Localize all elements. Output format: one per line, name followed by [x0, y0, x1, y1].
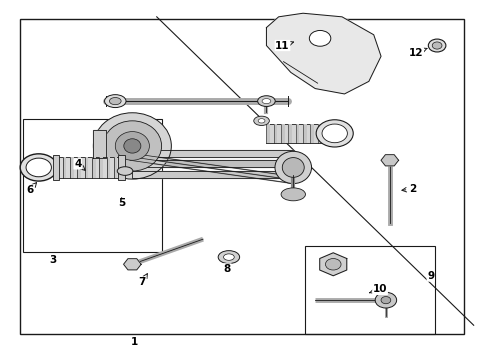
- Text: 10: 10: [368, 284, 386, 294]
- Bar: [92, 157, 95, 178]
- Text: 11: 11: [275, 41, 293, 50]
- Text: 9: 9: [427, 271, 433, 281]
- Bar: [106, 157, 110, 178]
- Polygon shape: [319, 253, 346, 276]
- Text: 3: 3: [50, 255, 57, 265]
- Polygon shape: [96, 149, 293, 157]
- Bar: [266, 123, 269, 143]
- Bar: [22, 119, 161, 252]
- Ellipse shape: [282, 158, 304, 177]
- Ellipse shape: [274, 151, 311, 184]
- Ellipse shape: [223, 254, 234, 260]
- Circle shape: [325, 258, 340, 270]
- Bar: [273, 123, 277, 143]
- Bar: [84, 157, 88, 178]
- Ellipse shape: [257, 96, 275, 107]
- Bar: [288, 123, 291, 143]
- Bar: [62, 157, 66, 178]
- Circle shape: [322, 124, 346, 143]
- Ellipse shape: [103, 121, 161, 171]
- Bar: [53, 154, 59, 180]
- Bar: [55, 157, 121, 178]
- Ellipse shape: [104, 95, 126, 108]
- Bar: [99, 157, 102, 178]
- Ellipse shape: [117, 167, 133, 175]
- Bar: [118, 155, 125, 180]
- Circle shape: [427, 39, 445, 52]
- Ellipse shape: [218, 251, 239, 264]
- Bar: [70, 157, 73, 178]
- Circle shape: [20, 154, 57, 181]
- Ellipse shape: [93, 113, 171, 179]
- Circle shape: [26, 158, 51, 177]
- Ellipse shape: [258, 119, 264, 123]
- Text: 2: 2: [401, 184, 415, 194]
- Bar: [20, 19, 463, 334]
- Circle shape: [380, 297, 390, 304]
- Bar: [266, 123, 325, 143]
- Text: 8: 8: [224, 263, 231, 274]
- Text: 1: 1: [131, 337, 138, 347]
- Ellipse shape: [123, 139, 141, 153]
- Bar: [305, 246, 434, 334]
- Ellipse shape: [115, 132, 149, 160]
- Bar: [55, 157, 59, 178]
- Bar: [310, 123, 313, 143]
- Polygon shape: [132, 160, 293, 167]
- Polygon shape: [93, 130, 105, 158]
- Text: 4: 4: [74, 159, 85, 170]
- Text: 6: 6: [26, 183, 37, 195]
- Circle shape: [316, 120, 352, 147]
- Bar: [317, 123, 321, 143]
- Polygon shape: [380, 155, 398, 166]
- Text: 7: 7: [138, 274, 147, 287]
- Polygon shape: [132, 171, 293, 178]
- Bar: [303, 123, 306, 143]
- Polygon shape: [266, 13, 380, 94]
- Circle shape: [309, 31, 330, 46]
- Ellipse shape: [253, 116, 269, 126]
- Bar: [77, 157, 81, 178]
- Ellipse shape: [281, 188, 305, 201]
- Polygon shape: [123, 259, 141, 270]
- Ellipse shape: [109, 98, 121, 105]
- Text: 12: 12: [408, 48, 426, 58]
- Bar: [295, 123, 299, 143]
- Circle shape: [431, 42, 441, 49]
- Ellipse shape: [262, 99, 270, 104]
- Bar: [281, 123, 284, 143]
- Text: 5: 5: [118, 198, 125, 208]
- Bar: [114, 157, 117, 178]
- Circle shape: [374, 292, 396, 308]
